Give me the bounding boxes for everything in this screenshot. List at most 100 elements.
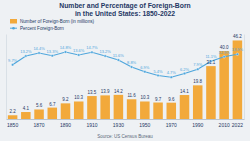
point <box>25 55 28 58</box>
title-line: Number and Percentage of Foreign-Born <box>59 2 190 10</box>
point <box>144 70 147 73</box>
point <box>77 54 80 57</box>
bar-label: 5.6 <box>36 103 43 108</box>
point <box>91 51 94 54</box>
x-tick-label: 1990 <box>192 122 203 128</box>
bar-label: 9.2 <box>62 97 69 102</box>
bar-label: 6.7 <box>49 102 56 107</box>
bar-series <box>8 40 242 119</box>
bar <box>8 115 18 119</box>
legend-label: Number of Foreign-Born (in millions) <box>20 19 95 24</box>
background <box>0 0 250 141</box>
legend-item: Number of Foreign-Born (in millions) <box>10 19 95 24</box>
legend-swatch <box>10 19 17 24</box>
point-label: 4.7% <box>167 70 177 75</box>
bar-label: 14.2 <box>114 89 123 94</box>
bar-label: 19.8 <box>193 79 202 84</box>
point <box>196 68 199 71</box>
point-label: 8.8% <box>127 60 137 65</box>
bar <box>61 103 71 119</box>
bar <box>48 108 58 119</box>
point <box>117 59 120 62</box>
bar-label: 4.1 <box>23 106 30 111</box>
point-label: 13.3% <box>47 49 59 54</box>
x-axis: 1850 1870 1890 1910 1930 1950 1970 1990 20102022 <box>7 119 245 128</box>
point <box>38 52 41 55</box>
x-tick: 1850 <box>7 119 18 128</box>
bar <box>127 99 137 119</box>
legend-item: Percent Foreign-Born <box>10 26 64 31</box>
x-tick-label: 1950 <box>139 122 150 128</box>
point-label: 13.6% <box>73 48 85 53</box>
bar <box>114 95 124 119</box>
x-tick-label: 1910 <box>86 122 97 128</box>
line <box>13 52 238 77</box>
bar <box>21 112 31 119</box>
x-tick-label: 1890 <box>60 122 71 128</box>
point-label: 6.9% <box>140 65 150 70</box>
y-axis <box>6 35 7 120</box>
axis-line <box>7 119 245 120</box>
point-label: 7.9% <box>193 62 203 67</box>
bar <box>34 109 44 119</box>
point-label: 11.6% <box>113 53 124 58</box>
data-labels: 2.24.15.66.79.210.313.513.914.211.610.39… <box>8 34 243 114</box>
bar-label: 2.2 <box>9 109 16 114</box>
bar <box>167 103 177 119</box>
bar-label: 46.2 <box>233 34 242 39</box>
chart: Number and Percentage of Foreign-Bornin … <box>0 0 250 141</box>
point-label: 13.2% <box>99 49 111 54</box>
x-tick-label: 1870 <box>33 122 44 128</box>
point-label: 13.2% <box>20 49 32 54</box>
point <box>11 63 14 66</box>
bar <box>87 96 97 119</box>
x-tick: 1910 <box>86 119 97 128</box>
axis-line <box>244 35 245 120</box>
line-series <box>11 51 238 79</box>
x-tick-label: 1850 <box>7 122 18 128</box>
bar-label: 10.3 <box>74 95 83 100</box>
point <box>64 51 67 54</box>
bar <box>219 51 229 119</box>
x-tick-label: 1970 <box>166 122 177 128</box>
x-tick: 2010 <box>219 119 230 128</box>
point <box>223 55 226 58</box>
annotation: Source: US Census Bureau <box>97 134 153 139</box>
bar-label: 11.6 <box>127 93 136 98</box>
bar <box>74 101 84 119</box>
bar-label: 10.3 <box>140 95 149 100</box>
bar <box>180 95 190 119</box>
point <box>183 72 186 75</box>
legend-label: Percent Foreign-Born <box>20 26 64 31</box>
point <box>130 66 133 69</box>
point-label: 11.1% <box>205 54 216 59</box>
legend-swatch <box>10 28 17 29</box>
point <box>104 55 107 58</box>
point-label: 14.7% <box>86 45 98 50</box>
legend: Number of Foreign-Born (in millions) Perc… <box>10 19 95 31</box>
x-tick: 1990 <box>192 119 203 128</box>
x-tick-label: 2022 <box>232 122 243 128</box>
legend-marker <box>12 27 15 30</box>
x-tick: 1890 <box>60 119 71 128</box>
y2-axis <box>244 35 245 120</box>
bar-label: 14.1 <box>180 89 189 94</box>
point <box>157 74 160 77</box>
point-label: 13.9% <box>232 47 244 52</box>
plot-area <box>8 40 242 119</box>
title: Number and Percentage of Foreign-Bornin … <box>59 2 190 17</box>
bar <box>100 95 110 119</box>
bar <box>140 101 150 119</box>
point-label: 5.4% <box>153 69 163 74</box>
bar-label: 31.1 <box>207 60 216 65</box>
bar-label: 9.7 <box>155 97 162 102</box>
point <box>51 54 54 57</box>
x-tick-label: 2010 <box>219 122 230 128</box>
x-tick: 2022 <box>232 119 243 128</box>
x-tick: 1970 <box>166 119 177 128</box>
point-label: 9.7% <box>8 58 18 63</box>
point-label: 6.2% <box>180 67 190 72</box>
x-tick: 1930 <box>113 119 124 128</box>
title-line: in the United States: 1850-2022 <box>75 10 175 17</box>
point-label: 14.4% <box>33 46 45 51</box>
